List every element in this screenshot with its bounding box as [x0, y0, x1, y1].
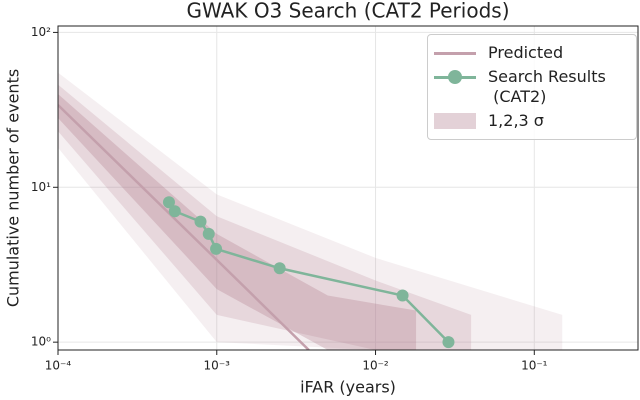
- legend-label: 1,2,3 σ: [488, 111, 544, 130]
- legend-key: [434, 67, 476, 87]
- axes-frame: [57, 25, 639, 351]
- x-tick-label: 10⁻⁴: [45, 359, 72, 373]
- point: [442, 336, 455, 349]
- legend-item: 1,2,3 σ: [434, 111, 630, 131]
- x-tick-label: 10⁻¹: [521, 359, 548, 373]
- x-tick-label: 10⁻³: [204, 359, 231, 373]
- x-tick-label: 10⁻²: [362, 359, 389, 373]
- x-axis-label: iFAR (years): [300, 378, 396, 397]
- series-line: [58, 104, 310, 350]
- point: [396, 289, 409, 302]
- legend-key: [434, 111, 476, 131]
- point: [210, 242, 223, 255]
- legend-item: Predicted: [434, 43, 630, 63]
- point: [202, 227, 215, 240]
- y-tick-label: 10¹: [31, 180, 51, 194]
- sigma-band: [58, 72, 563, 350]
- chart-title: GWAK O3 Search (CAT2 Periods): [186, 0, 509, 23]
- point: [168, 205, 181, 218]
- sigma-band: [58, 94, 417, 350]
- sigma-band: [58, 84, 472, 350]
- legend-label: Search Results (CAT2): [488, 67, 606, 106]
- legend-item: Search Results (CAT2): [434, 67, 630, 107]
- y-tick-label: 10⁰: [31, 335, 51, 349]
- legend-label: Predicted: [488, 43, 564, 62]
- y-axis-label: Cumulative number of events: [4, 69, 23, 307]
- point: [273, 262, 286, 275]
- legend-key: [434, 43, 476, 63]
- point: [162, 196, 175, 209]
- point: [194, 215, 207, 228]
- y-tick-label: 10²: [31, 25, 51, 39]
- legend: Predicted Search Results (CAT2) 1,2,3 σ: [427, 34, 637, 140]
- plot-area: [58, 26, 638, 350]
